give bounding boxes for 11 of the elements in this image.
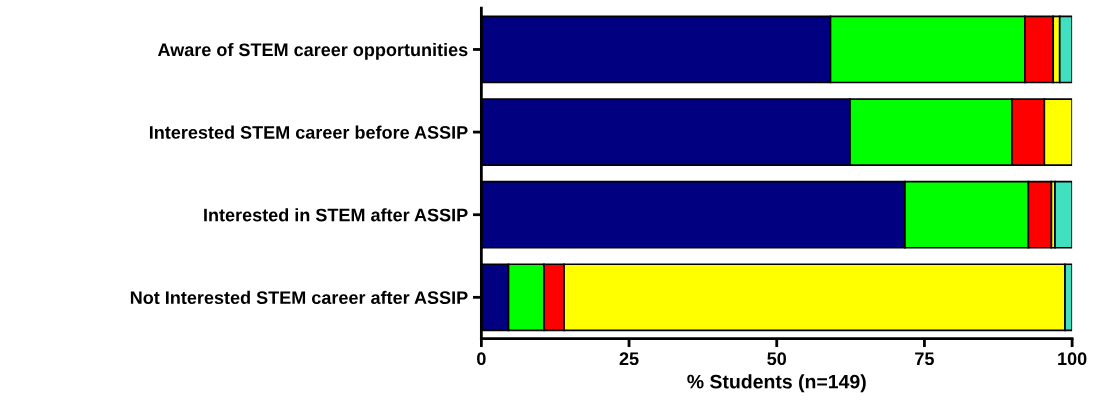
x-tick-label: 50 bbox=[767, 352, 787, 366]
x-axis-title: % Students (n=149) bbox=[687, 374, 866, 393]
y-tick-label: Interested STEM career before ASSIP bbox=[149, 125, 468, 139]
y-tick-label: Aware of STEM career opportunities bbox=[157, 42, 468, 60]
x-tick-label: 0 bbox=[477, 352, 486, 366]
y-tick-label: Not Interested STEM career after ASSIP bbox=[130, 290, 468, 305]
x-tick-label: 100 bbox=[1058, 352, 1087, 366]
bar bbox=[1054, 180, 1073, 249]
x-tick-label: 25 bbox=[619, 352, 639, 366]
y-tick-label: Interested in STEM after ASSIP bbox=[204, 208, 468, 222]
x-tick-label: 75 bbox=[915, 352, 934, 366]
